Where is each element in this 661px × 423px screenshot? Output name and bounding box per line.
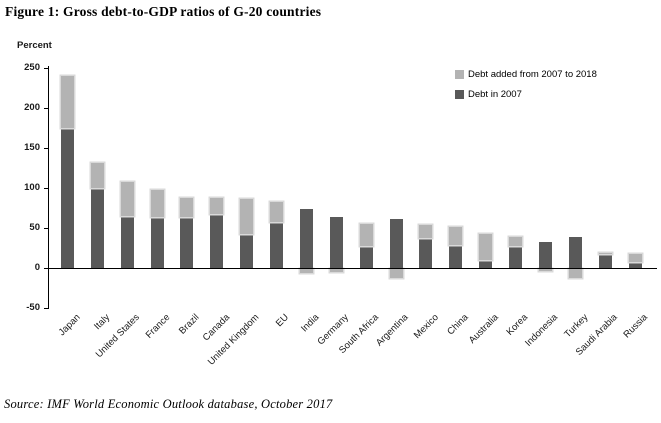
bar-germany-debt-2007: [329, 216, 343, 268]
x-label-turkey: Turkey: [562, 312, 591, 341]
y-tick-250: [44, 67, 49, 69]
bar-united-kingdom-debt-2007: [240, 234, 254, 268]
bar-indonesia-debt-added: [538, 269, 552, 272]
bar-brazil-debt-added: [180, 198, 194, 217]
bar-turkey-debt-added: [568, 269, 582, 278]
y-tick-label-0: 0: [34, 262, 40, 273]
bar-saudi-arabia-debt-added: [598, 252, 612, 255]
x-label-russia: Russia: [621, 312, 650, 341]
bar-south-africa-debt-added: [359, 224, 373, 247]
bar-france-debt-2007: [150, 216, 164, 268]
x-label-eu: EU: [274, 312, 292, 330]
bar-italy-debt-added: [90, 163, 104, 188]
bar-japan-debt-added: [61, 76, 74, 128]
bar-korea-debt-2007: [509, 245, 523, 268]
y-tick-50: [44, 227, 49, 229]
legend-label-debt-added: Debt added from 2007 to 2018: [468, 69, 597, 80]
bar-south-africa-debt-2007: [359, 246, 373, 268]
y-tick-150: [44, 147, 49, 149]
y-tick-label-150: 150: [24, 142, 40, 153]
bar-canada-debt-added: [210, 198, 224, 215]
bar-eu-debt-2007: [270, 221, 284, 268]
y-tick--50: [44, 307, 49, 309]
bar-australia-debt-2007: [479, 260, 493, 268]
bar-germany-debt-added: [329, 269, 343, 273]
bar-japan-debt-2007: [61, 128, 74, 268]
x-label-korea: Korea: [504, 312, 531, 338]
bar-united-states-debt-2007: [120, 216, 134, 268]
legend-item-debt-2007: Debt in 2007: [455, 89, 522, 100]
y-tick-label-50: 50: [29, 222, 40, 233]
x-label-japan: Japan: [56, 312, 83, 339]
y-tick-label--50: -50: [26, 302, 40, 313]
bar-russia-debt-added: [628, 254, 642, 262]
bar-china-debt-2007: [449, 244, 463, 268]
x-label-china: China: [445, 312, 471, 338]
bar-france-debt-added: [150, 190, 164, 217]
x-axis-zero-line: [48, 268, 657, 269]
bar-china-debt-added: [449, 227, 463, 245]
y-tick-200: [44, 107, 49, 109]
y-tick-label-100: 100: [24, 182, 40, 193]
bar-indonesia-debt-2007: [538, 242, 552, 268]
bar-argentina-debt-added: [389, 269, 403, 278]
x-label-argentina: Argentina: [374, 312, 411, 349]
bar-australia-debt-added: [479, 234, 493, 260]
x-label-india: India: [298, 312, 322, 335]
legend-item-debt-added: Debt added from 2007 to 2018: [455, 69, 597, 80]
bar-eu-debt-added: [270, 202, 284, 222]
x-label-france: France: [143, 312, 172, 341]
x-label-australia: Australia: [466, 312, 501, 346]
bar-brazil-debt-2007: [180, 216, 194, 268]
bar-united-kingdom-debt-added: [240, 199, 254, 235]
bar-korea-debt-added: [509, 236, 523, 246]
bar-russia-debt-2007: [628, 261, 642, 268]
bar-mexico-debt-added: [419, 224, 433, 239]
y-axis-unit-label: Percent: [17, 40, 52, 51]
bar-saudi-arabia-debt-2007: [598, 254, 612, 268]
bar-canada-debt-2007: [210, 214, 224, 268]
legend-swatch-debt-2007-icon: [455, 90, 464, 99]
bar-india-debt-added: [299, 269, 313, 273]
legend-swatch-debt-added-icon: [455, 70, 464, 79]
bar-italy-debt-2007: [90, 188, 104, 268]
bar-mexico-debt-2007: [419, 238, 433, 268]
source-note: Source: IMF World Economic Outlook datab…: [4, 397, 333, 411]
legend-label-debt-2007: Debt in 2007: [468, 89, 522, 100]
x-label-mexico: Mexico: [411, 312, 441, 342]
y-tick-label-250: 250: [24, 62, 40, 73]
bar-argentina-debt-2007: [389, 219, 403, 268]
bar-turkey-debt-2007: [568, 236, 582, 268]
bar-united-states-debt-added: [120, 181, 134, 216]
y-tick-label-200: 200: [24, 102, 40, 113]
y-tick-100: [44, 187, 49, 189]
x-label-brazil: Brazil: [177, 312, 202, 337]
figure-title: Figure 1: Gross debt-to-GDP ratios of G-…: [5, 4, 322, 19]
y-tick-0: [44, 267, 49, 269]
x-label-italy: Italy: [92, 312, 113, 333]
bar-india-debt-2007: [299, 208, 313, 268]
